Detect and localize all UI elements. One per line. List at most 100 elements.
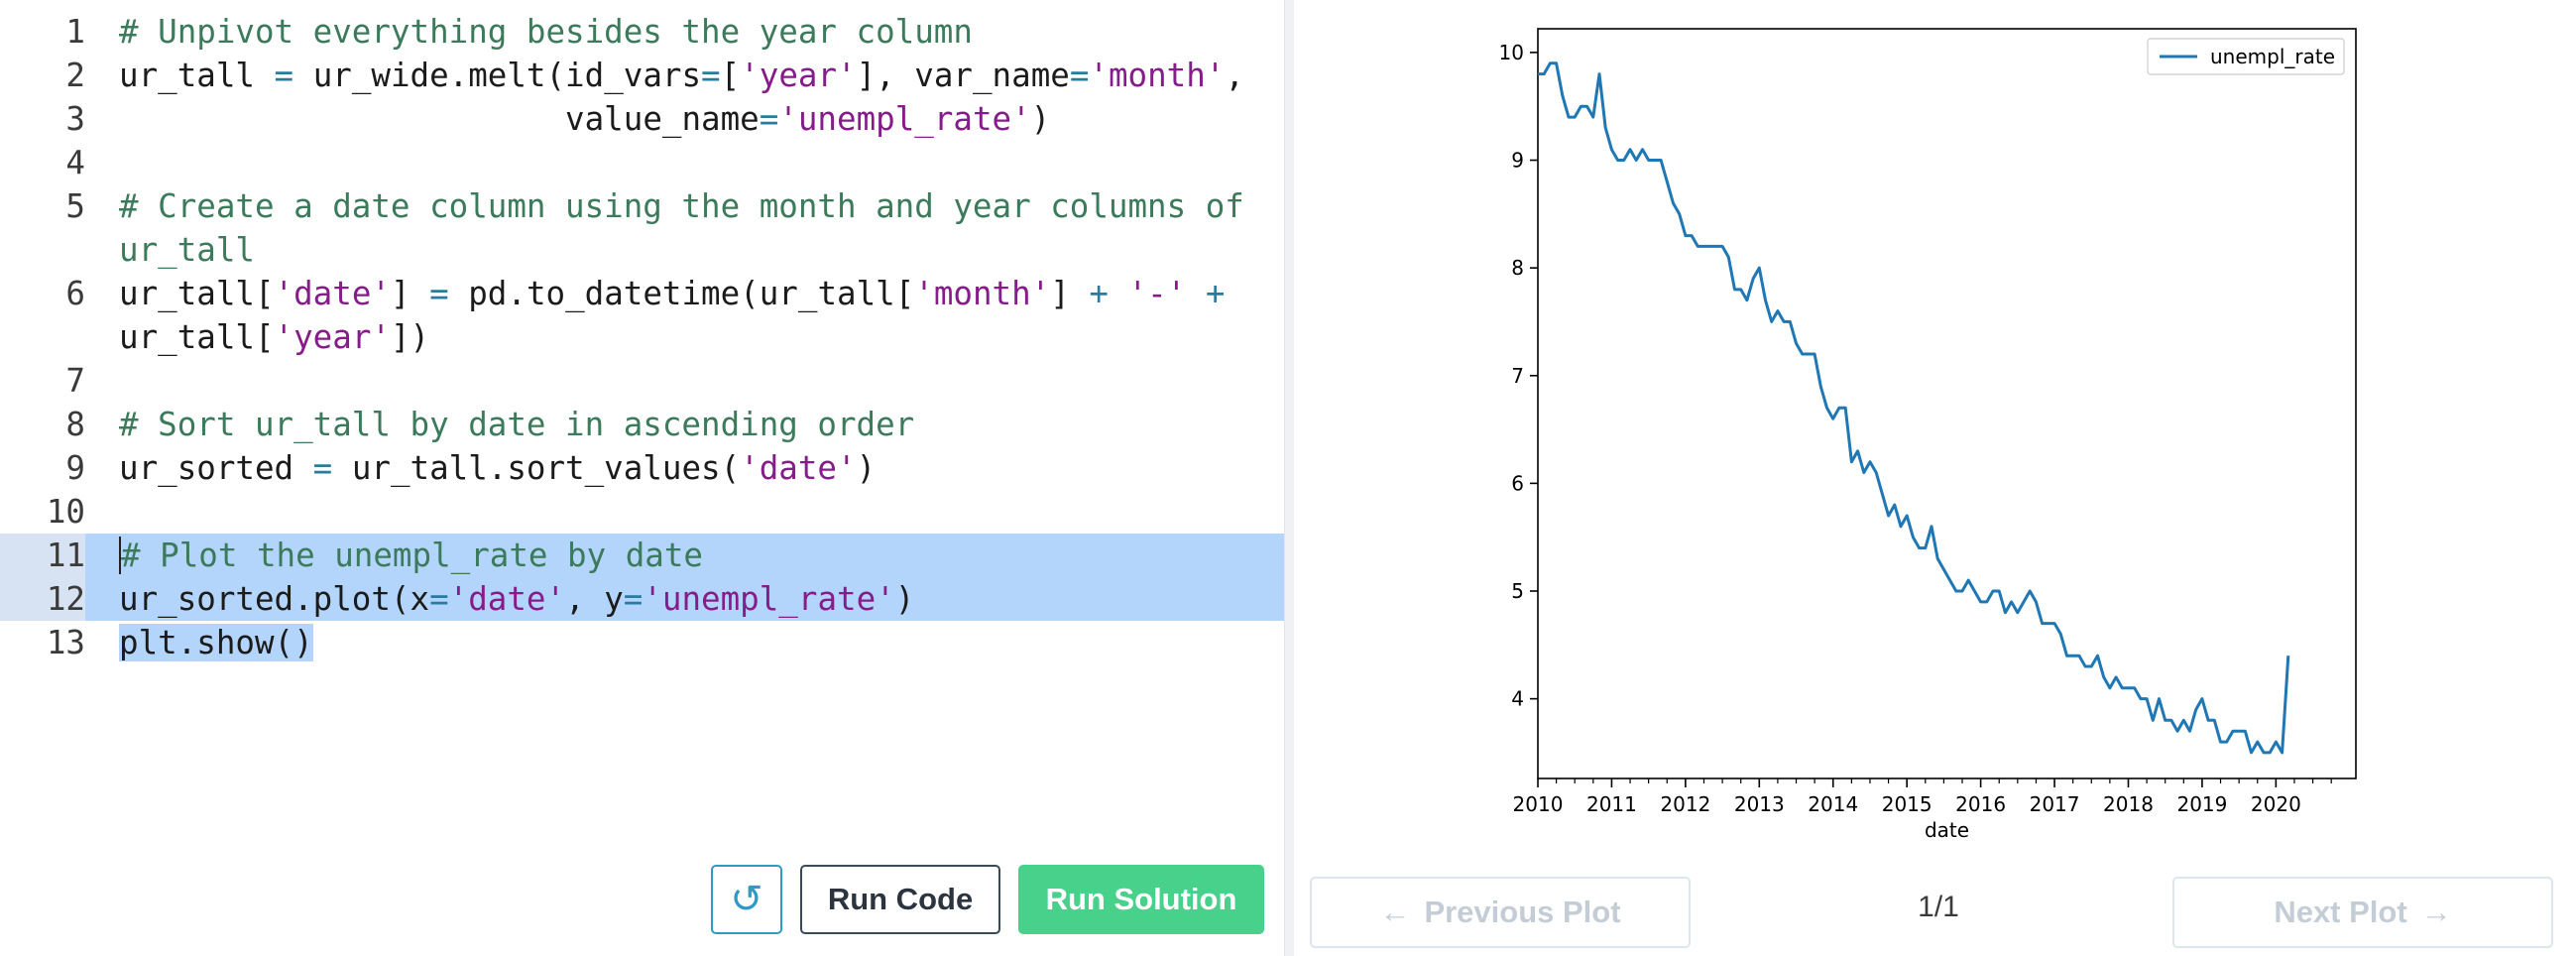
next-plot-label: Next Plot: [2274, 895, 2407, 929]
line-number: 12: [0, 577, 85, 621]
code-string: 'year': [274, 318, 391, 356]
plot-frame: [1537, 28, 2357, 779]
code-operator: =: [274, 57, 294, 94]
code-line[interactable]: 5 # Create a date column using the month …: [0, 184, 1284, 272]
code-token: ,: [1225, 57, 1244, 94]
reset-code-button[interactable]: ↺: [711, 865, 782, 934]
line-number: 4: [65, 144, 85, 181]
code-token: ): [856, 449, 877, 487]
code-line[interactable]: 2 ur_tall = ur_wide.melt(id_vars=['year']…: [0, 54, 1284, 97]
code-string: 'year': [740, 57, 857, 94]
x-tick-label: 2020: [2251, 792, 2301, 816]
code-line[interactable]: 6 ur_tall['date'] = pd.to_datetime(ur_tal…: [0, 272, 1284, 359]
line-number: 10: [46, 493, 85, 531]
x-tick-label: 2019: [2176, 792, 2227, 816]
code-line[interactable]: 1 # Unpivot everything besides the year c…: [0, 10, 1284, 54]
code-token: , y: [565, 580, 624, 618]
code-editor[interactable]: 1 # Unpivot everything besides the year c…: [0, 0, 1285, 956]
y-tick-label: 6: [1511, 471, 1524, 495]
code-line[interactable]: 7: [0, 359, 1284, 403]
code-token: pd.to_datetime(ur_tall[: [448, 275, 915, 312]
line-chart: 4 5 6 7 8 9 10 2010 2011 2012 2013 2014 2015 2016 2017…: [1499, 28, 2357, 842]
code-string: 'unempl_rate': [643, 580, 895, 618]
line-number: 3: [65, 100, 85, 138]
code-line[interactable]: 8 # Sort ur_tall by date in ascending ord…: [0, 403, 1284, 446]
code-operator: =: [312, 449, 333, 487]
code-token: ]: [390, 275, 430, 312]
y-tick-label: 7: [1511, 364, 1524, 388]
code-token: ur_tall[: [119, 275, 1244, 356]
code-comment: # Sort ur_tall by date in ascending orde…: [119, 406, 915, 443]
reset-icon: ↺: [730, 878, 763, 921]
code-line-selected[interactable]: 12 ur_sorted.plot(x='date', y='unempl_rat…: [0, 577, 1284, 621]
run-code-button[interactable]: Run Code: [800, 865, 1000, 934]
code-string: 'date': [274, 275, 391, 312]
y-tick-label: 5: [1511, 579, 1524, 603]
code-token: ): [894, 580, 915, 618]
plot-navigation: ← Previous Plot 1/1 Next Plot →: [1294, 877, 2576, 948]
code-string: 'date': [448, 580, 566, 618]
next-plot-button[interactable]: Next Plot →: [2172, 877, 2553, 948]
x-tick-label: 2016: [1955, 792, 2006, 816]
y-tick-label: 9: [1511, 149, 1524, 173]
y-tick-label: 8: [1511, 256, 1524, 280]
line-number: 6: [65, 275, 85, 312]
line-number: 7: [65, 362, 85, 400]
code-token: value_name: [119, 100, 760, 138]
editor-toolbar: ↺ Run Code Run Solution: [711, 865, 1264, 934]
series-line-unempl-rate: [1538, 61, 2290, 755]
line-number: 1: [65, 13, 85, 51]
code-token: ur_tall[: [119, 275, 275, 312]
code-token: ur_tall: [119, 57, 275, 94]
line-number: 5: [65, 187, 85, 225]
code-operator: =: [429, 580, 449, 618]
x-axis-label: date: [1925, 818, 1969, 842]
legend-label: unempl_rate: [2210, 45, 2335, 68]
code-comment: # Plot the unempl_rate by date: [119, 537, 703, 574]
previous-plot-button[interactable]: ← Previous Plot: [1310, 877, 1691, 948]
y-tick-label: 10: [1499, 41, 1524, 64]
x-tick-label: 2010: [1513, 792, 1564, 816]
code-token: [1186, 275, 1206, 312]
x-tick-label: 2015: [1882, 792, 1932, 816]
code-operator: +: [1089, 275, 1109, 312]
line-number: 9: [65, 449, 85, 487]
code-token: ur_wide.melt(id_vars: [293, 57, 702, 94]
code-line[interactable]: 4: [0, 141, 1284, 184]
code-string: 'month': [914, 275, 1051, 312]
legend-box: [2147, 38, 2345, 75]
plot-panel: 4 5 6 7 8 9 10 2010 2011 2012 2013 2014 2015 2016 2017…: [1294, 0, 2576, 956]
x-tick-label: 2017: [2030, 792, 2080, 816]
code-comment: # Unpivot everything besides the year co…: [119, 13, 973, 51]
code-string: 'month': [1089, 57, 1226, 94]
code-comment: # Create a date column using the month a…: [119, 187, 1264, 269]
code-operator: =: [759, 100, 779, 138]
code-token: ]: [1050, 275, 1090, 312]
code-token: ur_tall.sort_values(: [332, 449, 741, 487]
code-lines[interactable]: 1 # Unpivot everything besides the year c…: [0, 10, 1284, 664]
code-operator: +: [1205, 275, 1226, 312]
code-line[interactable]: 10: [0, 490, 1284, 534]
code-token: [1109, 275, 1128, 312]
code-string: 'date': [740, 449, 857, 487]
code-line-selected[interactable]: 11 # Plot the unempl_rate by date: [0, 534, 1284, 577]
code-string: 'unempl_rate': [778, 100, 1031, 138]
line-number: 11: [0, 534, 85, 577]
code-token: [: [720, 57, 741, 94]
line-number: 8: [65, 406, 85, 443]
code-token: ur_sorted: [119, 449, 313, 487]
code-operator: =: [1069, 57, 1090, 94]
line-number: 2: [65, 57, 85, 94]
run-solution-button[interactable]: Run Solution: [1018, 865, 1264, 934]
code-operator: =: [701, 57, 721, 94]
previous-plot-label: Previous Plot: [1424, 895, 1621, 929]
x-tick-label: 2018: [2103, 792, 2154, 816]
code-token: ], var_name: [856, 57, 1070, 94]
code-line[interactable]: 13 plt.show(): [0, 621, 1284, 664]
code-token: ]): [390, 318, 430, 356]
arrow-right-icon: →: [2420, 895, 2452, 929]
code-line[interactable]: 9 ur_sorted = ur_tall.sort_values('date'): [0, 446, 1284, 490]
code-operator: =: [429, 275, 449, 312]
x-tick-label: 2012: [1660, 792, 1710, 816]
code-line[interactable]: 3 value_name='unempl_rate'): [0, 97, 1284, 141]
